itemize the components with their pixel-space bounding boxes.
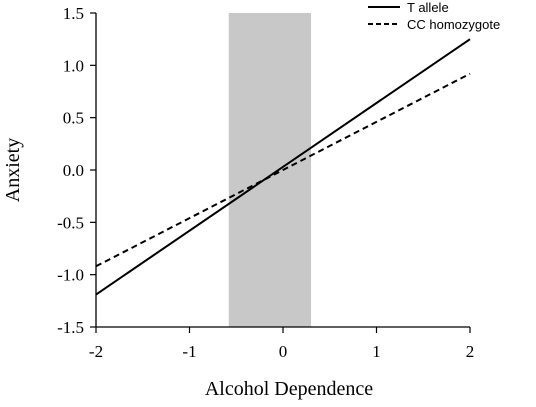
y-tick-label: 0.5 [63, 109, 84, 128]
y-tick-label: 0.0 [63, 161, 84, 180]
y-tick-label: -1.5 [57, 318, 84, 337]
y-axis-ticks: -1.5 -1.0 -0.5 0.0 0.5 1.0 1.5 [57, 4, 96, 337]
x-tick-label: 0 [279, 342, 288, 361]
y-tick-label: -1.0 [57, 266, 84, 285]
x-tick-label: 1 [372, 342, 381, 361]
x-tick-label: -2 [89, 342, 103, 361]
series-layer [95, 38, 471, 296]
x-tick-label: 2 [466, 342, 475, 361]
legend-label: T allele [407, 0, 449, 15]
y-tick-label: -0.5 [57, 213, 84, 232]
y-tick-label: 1.5 [63, 4, 84, 23]
series-line [95, 38, 471, 296]
legend: T allele CC homozygote [368, 0, 500, 32]
y-axis-title: Anxiety [2, 138, 24, 202]
shaded-region [228, 13, 312, 327]
series-line [95, 72, 471, 268]
x-tick-label: -1 [182, 342, 196, 361]
x-axis-ticks: -2 -1 0 1 2 [89, 327, 474, 361]
x-axis-title: Alcohol Dependence [205, 378, 373, 400]
legend-label: CC homozygote [407, 17, 500, 32]
y-tick-label: 1.0 [63, 56, 84, 75]
